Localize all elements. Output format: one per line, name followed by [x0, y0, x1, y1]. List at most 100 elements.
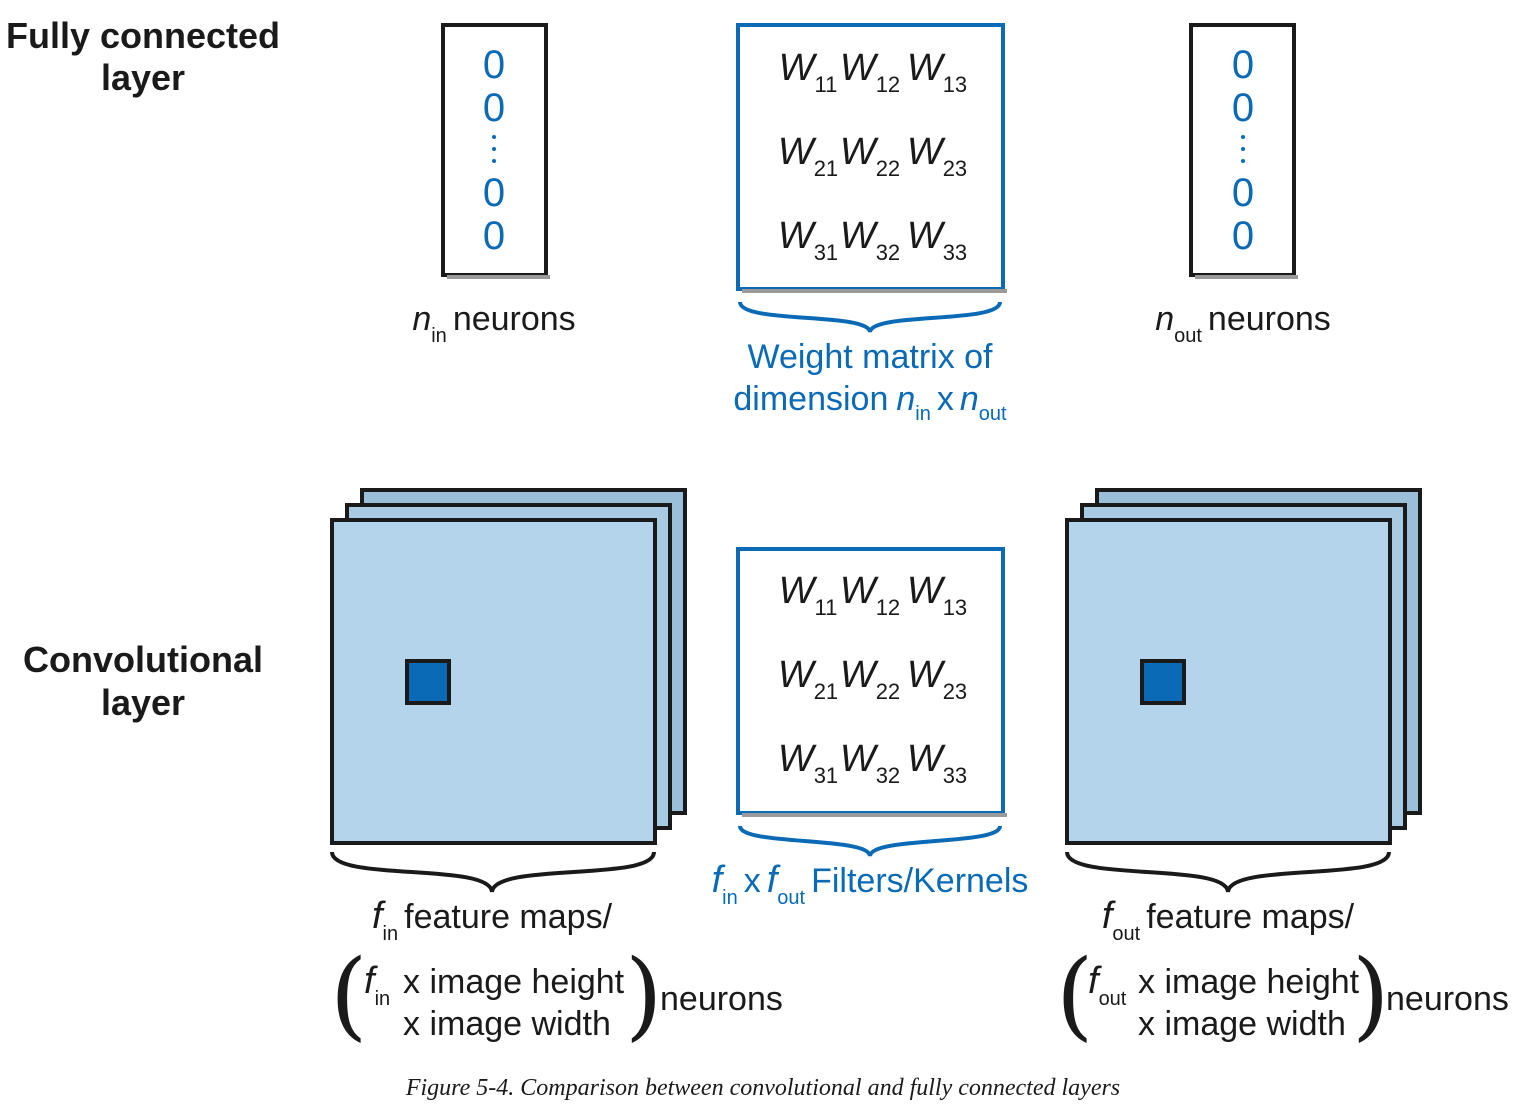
sub2: out [777, 887, 805, 909]
conv-output-bracket-var: fout [1088, 960, 1127, 1010]
weight-index: 31 [814, 763, 838, 788]
open-paren: ( [330, 939, 367, 1051]
weight-symbol: W [840, 47, 879, 89]
weight-index: 21 [814, 156, 838, 181]
sub1: in [915, 403, 931, 425]
var: n [412, 300, 431, 338]
weight-symbol: W [840, 215, 879, 257]
weight-symbol: W [840, 654, 879, 696]
weight-cell: W22 [840, 654, 900, 704]
conv-title-line2: layer [101, 682, 185, 723]
feature-map-front [330, 518, 657, 845]
sub: in [431, 325, 447, 347]
feature-map-front [1065, 518, 1392, 845]
fc-output-value: 0 [1232, 43, 1254, 87]
weight-cell: W11 [779, 47, 838, 97]
fc-input-value: 0 [483, 171, 505, 215]
weight-symbol: W [907, 215, 946, 257]
conv-output-brace [1065, 851, 1391, 893]
weight-cell: W12 [840, 47, 900, 97]
conv-input-feature-maps [330, 488, 687, 845]
weight-index: 31 [814, 240, 838, 265]
weight-index: 13 [943, 595, 967, 620]
var: f [1102, 895, 1116, 937]
weight-cell: W32 [840, 215, 900, 265]
var: f [372, 895, 386, 937]
weight-cell: W32 [840, 738, 900, 788]
conv-input-bracket-line2: x image width [403, 1005, 611, 1043]
conv-input-suffix: neurons [660, 980, 783, 1018]
fc-output-vector: 0 0 0 0 [1189, 23, 1298, 279]
receptive-field-square [405, 659, 451, 705]
text: feature maps/ [1146, 898, 1354, 936]
fc-matrix-caption-line1: Weight matrix of [747, 338, 993, 376]
var1: f [712, 859, 726, 901]
weight-index: 32 [876, 240, 900, 265]
sub: out [1099, 988, 1127, 1010]
vertical-ellipsis [1241, 135, 1245, 163]
var: f [364, 960, 378, 1002]
weight-symbol: W [778, 215, 817, 257]
weight-index: 33 [943, 763, 967, 788]
open-paren: ( [1056, 939, 1093, 1051]
weight-cell: W23 [907, 654, 967, 704]
weight-cell: W33 [907, 738, 967, 788]
figure-caption: Figure 5-4. Comparison between convoluti… [405, 1075, 1120, 1101]
var2: f [767, 859, 781, 901]
text: feature maps/ [404, 898, 612, 936]
fc-title-line1: Fully connected [6, 15, 280, 56]
conv-title-line1: Convolutional [23, 639, 263, 680]
weight-index: 12 [876, 595, 900, 620]
weight-cell: W23 [907, 131, 967, 181]
sub: out [1112, 923, 1140, 945]
weight-symbol: W [778, 131, 817, 173]
weight-cell: W13 [907, 570, 967, 620]
conv-output-feature-maps [1065, 488, 1422, 845]
fc-matrix-caption-line2: dimension nin x nout [733, 380, 1007, 425]
weight-cell: W21 [778, 654, 838, 704]
text: dimension [733, 380, 888, 418]
weight-symbol: W [907, 131, 946, 173]
fc-matrix-brace [738, 301, 1002, 333]
sub: in [375, 988, 391, 1010]
weight-index: 22 [876, 156, 900, 181]
conv-output-bracket-line1: x image height [1138, 963, 1360, 1001]
vertical-ellipsis [492, 135, 496, 163]
fc-input-value: 0 [483, 86, 505, 130]
weight-index: 11 [815, 595, 838, 620]
weight-cell: W21 [778, 131, 838, 181]
fc-input-value: 0 [483, 214, 505, 258]
text: neurons [453, 300, 576, 338]
fc-output-value: 0 [1232, 214, 1254, 258]
weight-cell: W31 [778, 215, 838, 265]
fc-output-label: nout neurons [1155, 300, 1331, 347]
weight-index: 21 [814, 679, 838, 704]
weight-cell: W13 [907, 47, 967, 97]
fc-input-value: 0 [483, 43, 505, 87]
sub1: in [722, 887, 738, 909]
conv-kernel-caption: fin x fout Filters/Kernels [712, 859, 1029, 909]
fc-output-value: 0 [1232, 86, 1254, 130]
weight-index: 23 [943, 679, 967, 704]
text: Filters/Kernels [811, 862, 1028, 900]
weight-symbol: W [779, 570, 818, 612]
sub2: out [979, 403, 1007, 425]
fc-title-line2: layer [101, 57, 185, 98]
var: f [1088, 960, 1102, 1002]
times: x [937, 380, 954, 418]
text: neurons [1208, 300, 1331, 338]
sub: in [383, 923, 399, 945]
weight-index: 33 [943, 240, 967, 265]
conv-output-bracket-line2: x image width [1138, 1005, 1346, 1043]
weight-symbol: W [779, 47, 818, 89]
var2: n [960, 380, 979, 418]
conv-input-bracket-var: fin [364, 960, 390, 1010]
sub: out [1174, 325, 1202, 347]
weight-index: 11 [815, 72, 838, 97]
weight-symbol: W [907, 738, 946, 780]
fc-input-vector: 0 0 0 0 [441, 23, 550, 279]
weight-cell: W31 [778, 738, 838, 788]
